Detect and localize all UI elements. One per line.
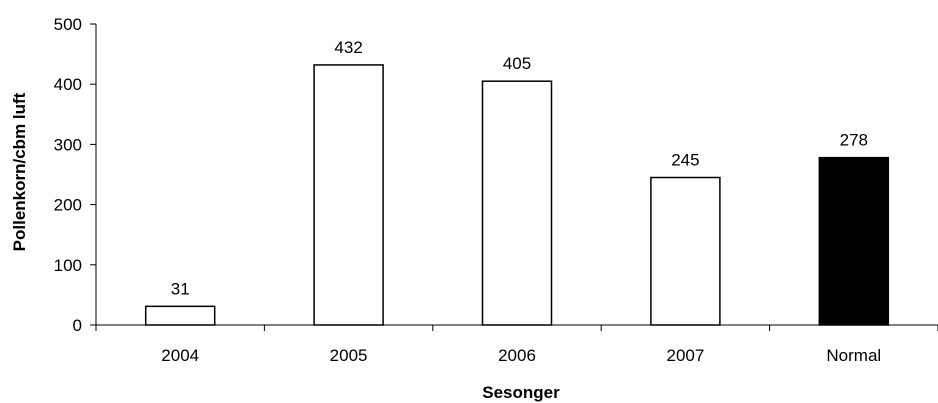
data-label: 278 bbox=[840, 131, 868, 150]
y-tick-label: 100 bbox=[54, 256, 82, 275]
x-tick-label: Normal bbox=[826, 346, 881, 365]
bar-2006 bbox=[481, 80, 553, 326]
bars-group bbox=[144, 64, 890, 326]
bar-normal bbox=[818, 156, 890, 326]
bar-2007 bbox=[650, 176, 721, 326]
data-labels-group: 31 432 405 245 278 bbox=[171, 38, 868, 298]
y-tick-label: 200 bbox=[54, 196, 82, 215]
x-axis-ticks: 2004 2005 2006 2007 Normal bbox=[95, 325, 938, 365]
y-tick-label: 400 bbox=[54, 75, 82, 94]
data-label: 432 bbox=[334, 38, 362, 57]
bar-2004 bbox=[144, 305, 216, 326]
data-label: 405 bbox=[503, 54, 531, 73]
x-tick-label: 2007 bbox=[666, 346, 704, 365]
y-tick-label: 300 bbox=[54, 135, 82, 154]
data-label: 31 bbox=[171, 279, 190, 298]
y-axis-title: Pollenkorn/cbm luft bbox=[10, 92, 29, 251]
bar-2005 bbox=[313, 64, 384, 326]
x-tick-label: 2006 bbox=[498, 346, 536, 365]
x-axis-title: Sesonger bbox=[482, 383, 560, 402]
x-tick-label: 2005 bbox=[330, 346, 368, 365]
y-tick-label: 0 bbox=[73, 316, 82, 335]
y-tick-label: 500 bbox=[54, 15, 82, 34]
y-axis-ticks: 0 100 200 300 400 500 bbox=[54, 15, 96, 335]
x-tick-label: 2004 bbox=[161, 346, 199, 365]
data-label: 245 bbox=[671, 151, 699, 170]
